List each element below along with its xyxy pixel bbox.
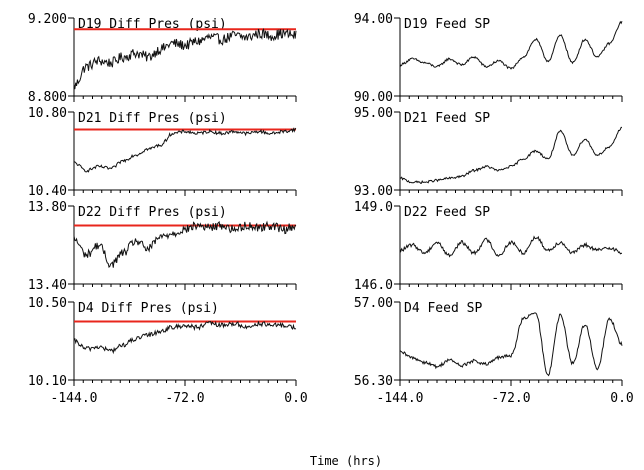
panel-2-y-tick-label-top: 94.00 <box>354 12 393 27</box>
panel-5-series-line <box>73 220 297 268</box>
panel-8-title: D4 Feed SP <box>404 301 482 316</box>
panel-4-y-tick-label-bottom: 93.00 <box>354 184 393 199</box>
panel-1-y-tick-label-top: 9.200 <box>28 12 67 27</box>
x-tick-label: -72.0 <box>491 391 530 406</box>
panel-6-y-tick-label-bottom: 146.0 <box>354 278 393 293</box>
panel-6-series-line <box>399 235 623 258</box>
panel-6-y-tick-label-top: 149.0 <box>354 200 393 215</box>
panel-3-series-line <box>73 127 297 173</box>
panel-2-y-tick-label-bottom: 90.00 <box>354 90 393 105</box>
panel-2-title: D19 Feed SP <box>404 17 490 32</box>
panel-6-title: D22 Feed SP <box>404 205 490 220</box>
panel-7-series-line <box>73 320 297 355</box>
panel-4-title: D21 Feed SP <box>404 111 490 126</box>
x-tick-label: -72.0 <box>165 391 204 406</box>
panel-7-y-tick-label-bottom: 10.10 <box>28 374 67 389</box>
panel-1-title: D19 Diff Pres (psi) <box>78 17 227 32</box>
panel-5-y-tick-label-bottom: 13.40 <box>28 278 67 293</box>
panel-3-y-tick-label-top: 10.80 <box>28 106 67 121</box>
panel-2-series-line <box>399 20 623 70</box>
x-tick-label: -144.0 <box>51 391 98 406</box>
x-tick-label: -144.0 <box>377 391 424 406</box>
panel-8-y-tick-label-bottom: 56.30 <box>354 374 393 389</box>
x-tick-label: 0.0 <box>610 391 633 406</box>
x-axis-label: Time (hrs) <box>310 454 382 468</box>
panel-8-series-line <box>399 312 623 377</box>
x-tick-label: 0.0 <box>284 391 307 406</box>
panel-7-y-tick-label-top: 10.50 <box>28 296 67 311</box>
panel-7-title: D4 Diff Pres (psi) <box>78 301 219 316</box>
panel-4-y-tick-label-top: 95.00 <box>354 106 393 121</box>
panel-4-series-line <box>399 126 623 184</box>
panel-3-title: D21 Diff Pres (psi) <box>78 111 227 126</box>
panel-5-title: D22 Diff Pres (psi) <box>78 205 227 220</box>
panel-1-series-line <box>73 27 297 90</box>
panel-5-y-tick-label-top: 13.80 <box>28 200 67 215</box>
panel-3-y-tick-label-bottom: 10.40 <box>28 184 67 199</box>
panel-8-y-tick-label-top: 57.00 <box>354 296 393 311</box>
panel-1-y-tick-label-bottom: 8.800 <box>28 90 67 105</box>
